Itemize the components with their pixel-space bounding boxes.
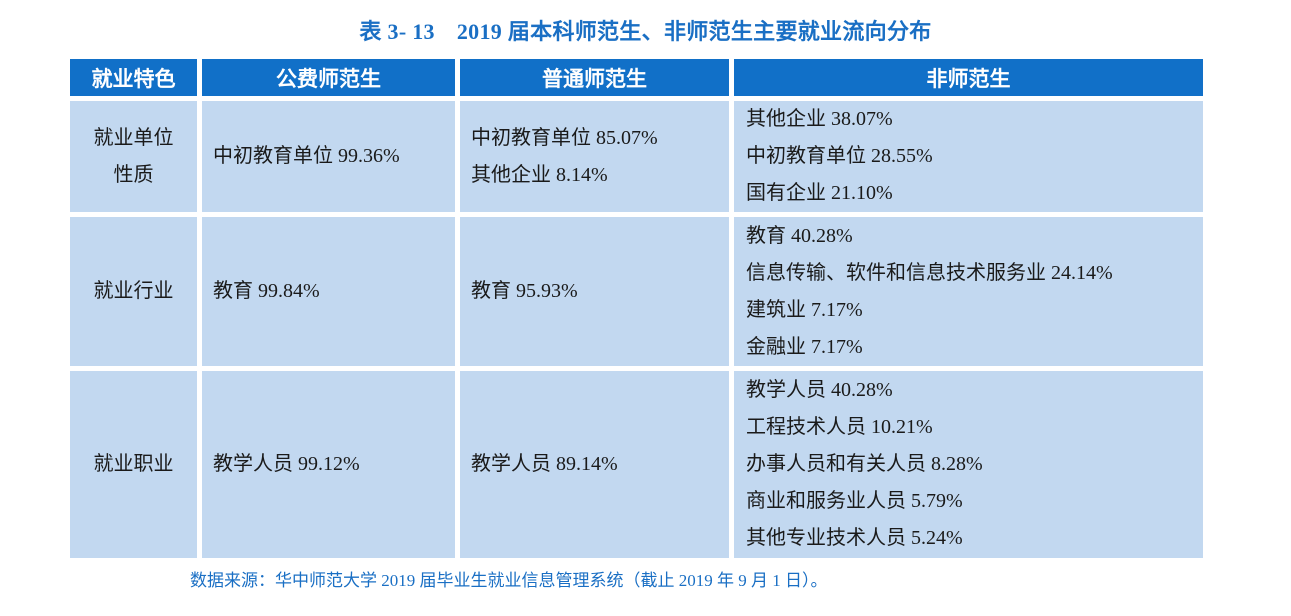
- header-non-normal: 非师范生: [734, 59, 1203, 96]
- table-number: 表 3- 13: [359, 19, 435, 44]
- header-row: 就业特色 公费师范生 普通师范生 非师范生: [70, 59, 1203, 96]
- header-category: 就业特色: [70, 59, 197, 96]
- cell-regular-normal: 教育 95.93%: [460, 217, 729, 366]
- employment-distribution-table: 就业特色 公费师范生 普通师范生 非师范生 就业单位 性质 中初教育单位 99.…: [65, 54, 1208, 563]
- row-label: 就业职业: [70, 371, 197, 558]
- row-label: 就业单位 性质: [70, 101, 197, 212]
- header-regular-normal: 普通师范生: [460, 59, 729, 96]
- table-row: 就业行业 教育 99.84% 教育 95.93% 教育 40.28% 信息传输、…: [70, 217, 1203, 366]
- table-row: 就业单位 性质 中初教育单位 99.36% 中初教育单位 85.07% 其他企业…: [70, 101, 1203, 212]
- header-public-funded: 公费师范生: [202, 59, 455, 96]
- cell-regular-normal: 中初教育单位 85.07% 其他企业 8.14%: [460, 101, 729, 212]
- table-caption: 表 3- 13 2019 届本科师范生、非师范生主要就业流向分布: [0, 14, 1291, 46]
- table-title: 2019 届本科师范生、非师范生主要就业流向分布: [456, 19, 932, 44]
- cell-non-normal: 其他企业 38.07% 中初教育单位 28.55% 国有企业 21.10%: [734, 101, 1203, 212]
- cell-non-normal: 教育 40.28% 信息传输、软件和信息技术服务业 24.14% 建筑业 7.1…: [734, 217, 1203, 366]
- cell-regular-normal: 教学人员 89.14%: [460, 371, 729, 558]
- table-row: 就业职业 教学人员 99.12% 教学人员 89.14% 教学人员 40.28%…: [70, 371, 1203, 558]
- cell-non-normal: 教学人员 40.28% 工程技术人员 10.21% 办事人员和有关人员 8.28…: [734, 371, 1203, 558]
- data-source-note: 数据来源：华中师范大学 2019 届毕业生就业信息管理系统（截止 2019 年 …: [190, 571, 828, 590]
- cell-public-funded: 教学人员 99.12%: [202, 371, 455, 558]
- cell-public-funded: 教育 99.84%: [202, 217, 455, 366]
- cell-public-funded: 中初教育单位 99.36%: [202, 101, 455, 212]
- row-label: 就业行业: [70, 217, 197, 366]
